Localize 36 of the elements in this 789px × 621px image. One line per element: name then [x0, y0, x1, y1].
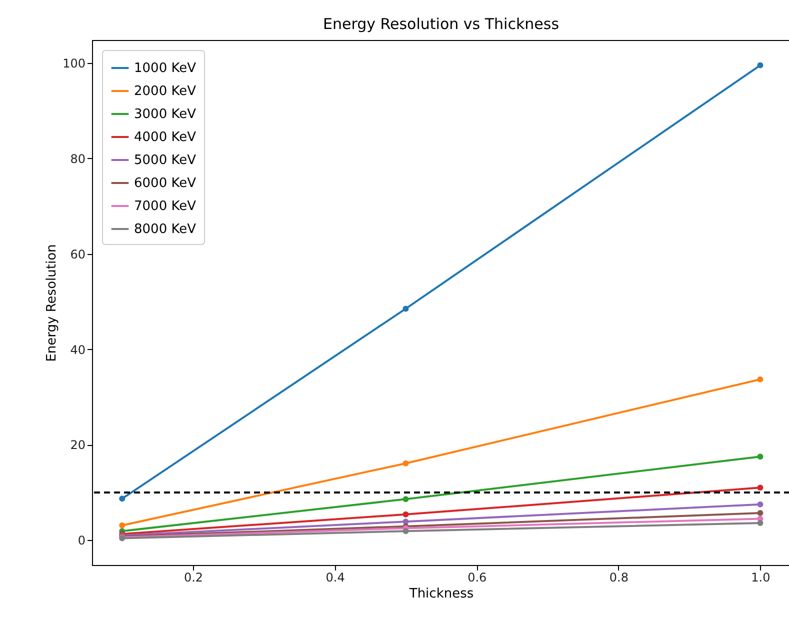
legend-label: 7000 KeV [134, 199, 196, 214]
x-tick-label: 0.2 [184, 570, 204, 584]
y-tick-label: 100 [62, 56, 86, 70]
legend-label: 5000 KeV [134, 153, 196, 168]
y-tick-label: 0 [78, 534, 86, 548]
legend-label: 1000 KeV [134, 61, 196, 76]
chart-title: Energy Resolution vs Thickness [322, 15, 560, 33]
y-tick-label: 80 [70, 152, 86, 166]
point [757, 454, 764, 460]
legend-label: 2000 KeV [134, 84, 196, 99]
y-tick-label: 40 [70, 342, 86, 357]
point [402, 511, 409, 518]
point [402, 496, 409, 502]
legend-label: 4000 KeV [134, 130, 196, 145]
point [757, 376, 764, 382]
x-tick-label: 1.0 [751, 570, 770, 584]
x-tick-label: 0.8 [609, 570, 628, 584]
x-tick-label: 0.4 [326, 570, 345, 584]
point [402, 528, 409, 534]
y-tick-label: 20 [70, 438, 86, 452]
legend-label: 3000 KeV [134, 107, 196, 122]
point [757, 62, 764, 68]
x-axis-title: Thickness [408, 586, 474, 602]
x-tick-label: 0.6 [468, 570, 487, 584]
point [757, 510, 764, 516]
point [402, 460, 409, 466]
point [119, 522, 126, 528]
y-tick-label: 60 [70, 247, 86, 262]
legend-label: 6000 KeV [134, 176, 196, 191]
y-axis-title: Energy Resolution [44, 244, 60, 362]
legend-label: 8000 KeV [134, 222, 196, 237]
point [757, 484, 764, 491]
point [757, 520, 764, 526]
point [757, 501, 764, 508]
point [119, 496, 126, 502]
point [402, 306, 409, 312]
